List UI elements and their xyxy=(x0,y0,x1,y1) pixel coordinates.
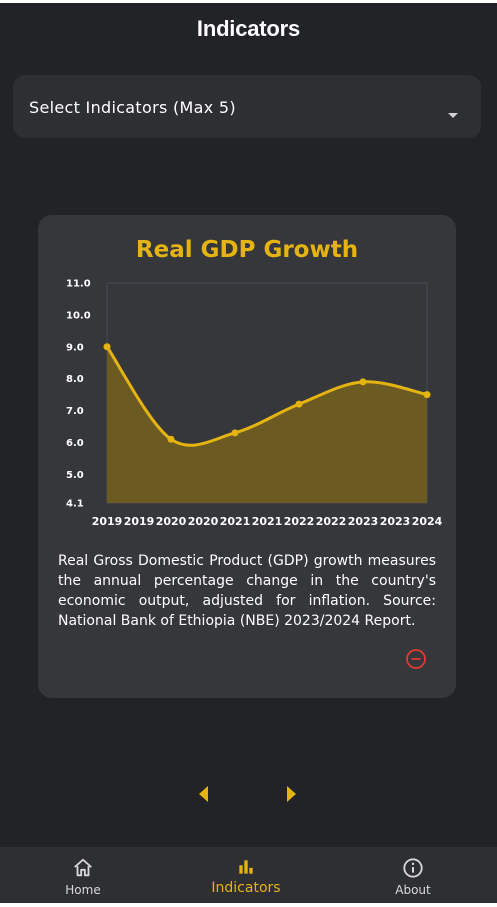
next-arrow-icon[interactable] xyxy=(287,786,296,802)
data-point-2021 xyxy=(231,429,239,437)
nav-home[interactable]: Home xyxy=(0,847,166,903)
x-tick-label: 2021 xyxy=(252,515,283,528)
x-tick-label: 2024 xyxy=(412,515,443,528)
top-edge xyxy=(0,0,497,3)
y-tick-label: 7.0 xyxy=(66,406,84,417)
bottom-edge xyxy=(0,903,497,907)
y-tick-label: 9.0 xyxy=(66,342,84,353)
x-tick-label: 2022 xyxy=(316,515,347,528)
data-point-2022 xyxy=(295,400,303,408)
caret-down-icon xyxy=(448,113,458,118)
x-tick-label: 2023 xyxy=(380,515,411,528)
y-tick-label: 11.0 xyxy=(66,279,91,290)
bottom-navigation: Home Indicators About xyxy=(0,847,497,907)
x-tick-label: 2019 xyxy=(92,515,123,528)
y-tick-label: 4.1 xyxy=(66,499,84,510)
x-tick-label: 2019 xyxy=(124,515,155,528)
nav-indicators-label: Indicators xyxy=(211,880,281,896)
x-tick-label: 2022 xyxy=(284,515,315,528)
data-point-2019 xyxy=(103,343,111,351)
data-point-2023 xyxy=(359,378,367,386)
home-icon xyxy=(74,858,92,877)
page-title: Indicators xyxy=(196,16,301,41)
y-tick-label: 8.0 xyxy=(66,374,84,385)
data-point-2024 xyxy=(423,391,431,399)
x-tick-label: 2020 xyxy=(188,515,219,528)
nav-about[interactable]: About xyxy=(330,847,496,903)
card-description: Real Gross Domestic Product (GDP) growth… xyxy=(58,553,436,629)
info-icon xyxy=(403,858,423,878)
indicator-card: Real GDP Growth 4.1 5.0 6.0 7.0 8.0 9.0 10.0 11… xyxy=(38,215,456,698)
data-point-2020 xyxy=(167,435,175,443)
nav-home-label: Home xyxy=(65,883,101,897)
card-title: Real GDP Growth xyxy=(135,237,359,263)
prev-arrow-icon[interactable] xyxy=(199,786,208,802)
bar-chart-icon xyxy=(239,860,253,874)
series-line xyxy=(105,345,428,447)
x-tick-label: 2023 xyxy=(348,515,379,528)
nav-about-label: About xyxy=(395,883,431,897)
y-tick-label: 6.0 xyxy=(66,438,84,449)
indicator-select-label: Select Indicators (Max 5) xyxy=(29,98,236,117)
y-tick-label: 5.0 xyxy=(66,470,84,481)
x-tick-label: 2021 xyxy=(220,515,251,528)
nav-indicators[interactable]: Indicators xyxy=(163,847,329,903)
x-tick-label: 2020 xyxy=(156,515,187,528)
indicator-select[interactable]: Select Indicators (Max 5) xyxy=(13,75,481,138)
y-tick-label: 10.0 xyxy=(66,310,91,321)
remove-circle-icon[interactable] xyxy=(405,648,427,670)
